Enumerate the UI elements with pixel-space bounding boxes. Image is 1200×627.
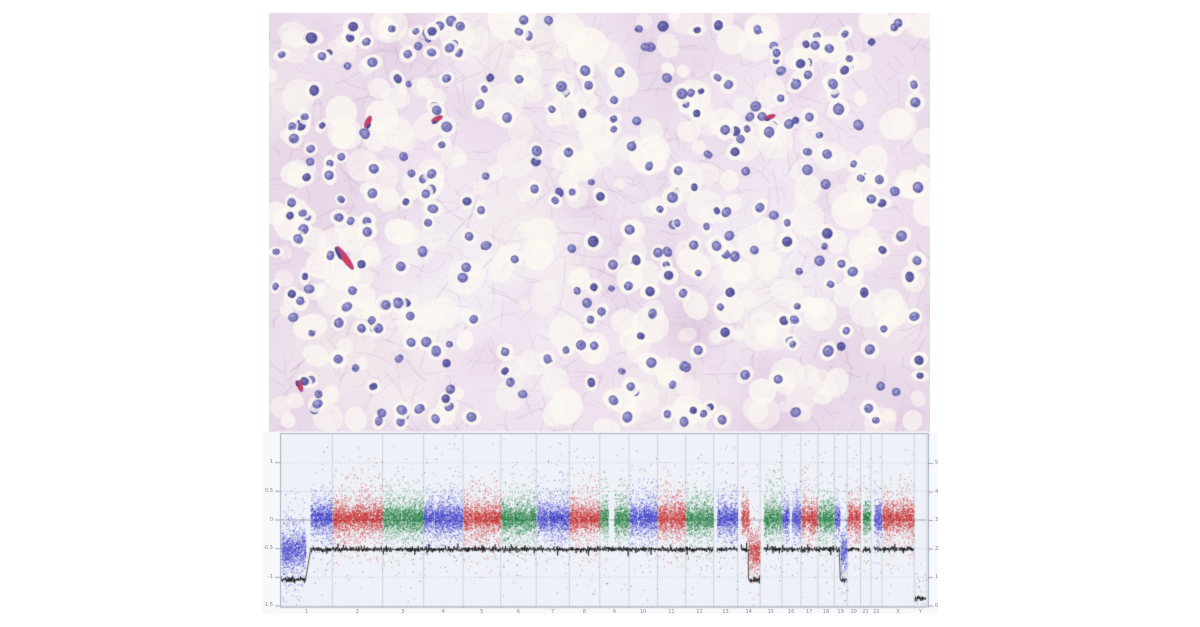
y-axis-tick-right: 0 [935,602,939,609]
y-axis-tick-left: 1 [269,459,273,466]
cnv-genome-plot [258,430,944,622]
x-axis-chromosome-label: 7 [551,609,555,615]
y-axis-tick-left: 0 [269,516,273,523]
y-axis-tick-left: -1 [268,573,273,580]
x-axis-chromosome-label: 12 [696,609,703,615]
x-axis-chromosome-label: 3 [401,609,405,615]
x-axis-chromosome-label: 14 [745,609,752,615]
x-axis-chromosome-label: 4 [441,609,445,615]
x-axis-chromosome-label: 20 [850,609,857,615]
x-axis-chromosome-label: 11 [668,609,675,615]
y-axis-tick-right: 5 [935,460,939,466]
x-axis-chromosome-label: 16 [787,609,795,615]
x-axis-chromosome-label: X [896,609,900,615]
x-axis-chromosome-label: 6 [516,609,520,615]
x-axis-chromosome-label: 22 [873,609,880,615]
x-axis-chromosome-label: 5 [480,609,484,615]
y-axis-tick-right: 1 [935,574,939,580]
x-axis-chromosome-label: 18 [822,609,830,615]
y-axis-tick-left: -0.5 [263,545,273,552]
y-axis-tick-right: 3 [935,517,939,523]
histology-micrograph [269,13,930,432]
x-axis-chromosome-label: 9 [612,609,616,615]
y-axis-tick-right: 4 [935,488,939,495]
y-axis-tick-left: -1.5 [263,602,273,609]
x-axis-chromosome-label: Y [918,609,922,615]
x-axis-chromosome-label: 10 [639,609,647,615]
y-axis-tick-left: 0.5 [265,487,273,494]
x-axis-chromosome-label: 1 [304,609,309,615]
x-axis-chromosome-label: 15 [767,609,774,615]
x-axis-chromosome-label: 8 [582,609,586,615]
y-axis-tick-right: 2 [935,545,939,552]
x-axis-chromosome-label: 2 [355,609,359,615]
x-axis-chromosome-label: 19 [837,609,844,615]
x-axis-chromosome-label: 17 [805,609,813,615]
x-axis-chromosome-label: 21 [862,609,869,615]
x-axis-chromosome-label: 13 [722,609,729,615]
